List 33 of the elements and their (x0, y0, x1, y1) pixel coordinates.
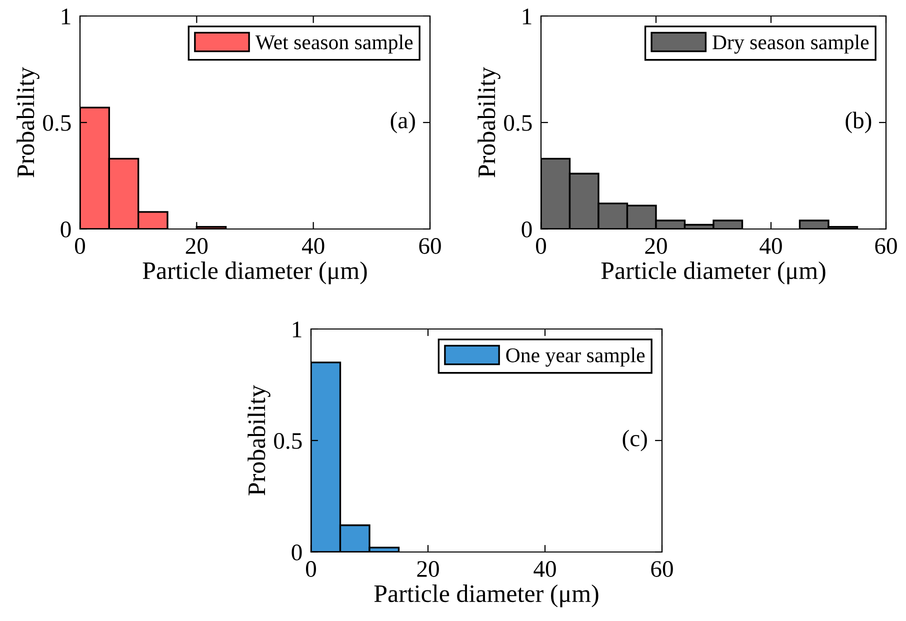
annotation: (c) (622, 430, 647, 452)
x-tick-label: 60 (419, 238, 441, 254)
annotation: (b) (846, 112, 872, 134)
y-tick-label: 1 (522, 8, 532, 24)
x-tick-label: 40 (302, 238, 324, 254)
y-axis-title: Probability (16, 67, 40, 178)
x-tick-label: 40 (534, 561, 556, 577)
legend-label: Wet season sample (255, 34, 413, 54)
y-tick-label: 0.5 (504, 114, 532, 132)
x-tick-label: 60 (875, 238, 897, 254)
y-tick-label: 0.5 (43, 114, 71, 132)
x-tick-label: 0 (536, 238, 546, 254)
x-tick-label: 40 (760, 238, 782, 254)
y-tick-label: 0 (60, 221, 71, 238)
y-axis-title: Probability (248, 385, 270, 496)
x-tick-label: 20 (417, 561, 439, 577)
x-axis-title: Particle diameter (μm) (142, 262, 367, 284)
x-axis-title: Particle diameter (μm) (374, 584, 598, 608)
x-tick-label: 20 (645, 238, 667, 254)
y-tick-label: 0 (292, 544, 302, 560)
x-tick-label: 60 (651, 561, 673, 577)
legend-label: One year sample (506, 348, 645, 367)
legend-label: Dry season sample (712, 34, 869, 54)
y-tick-label: 0.5 (274, 432, 302, 450)
x-tick-label: 0 (306, 561, 316, 577)
y-tick-label: 1 (292, 322, 302, 338)
y-axis-title: Probability (478, 67, 500, 178)
y-tick-label: 1 (62, 8, 70, 24)
x-tick-label: 0 (74, 238, 86, 254)
x-tick-label: 20 (186, 238, 208, 254)
annotation: (a) (390, 112, 415, 134)
x-axis-title: Particle diameter (μm) (601, 262, 826, 284)
y-tick-label: 0 (522, 221, 532, 238)
